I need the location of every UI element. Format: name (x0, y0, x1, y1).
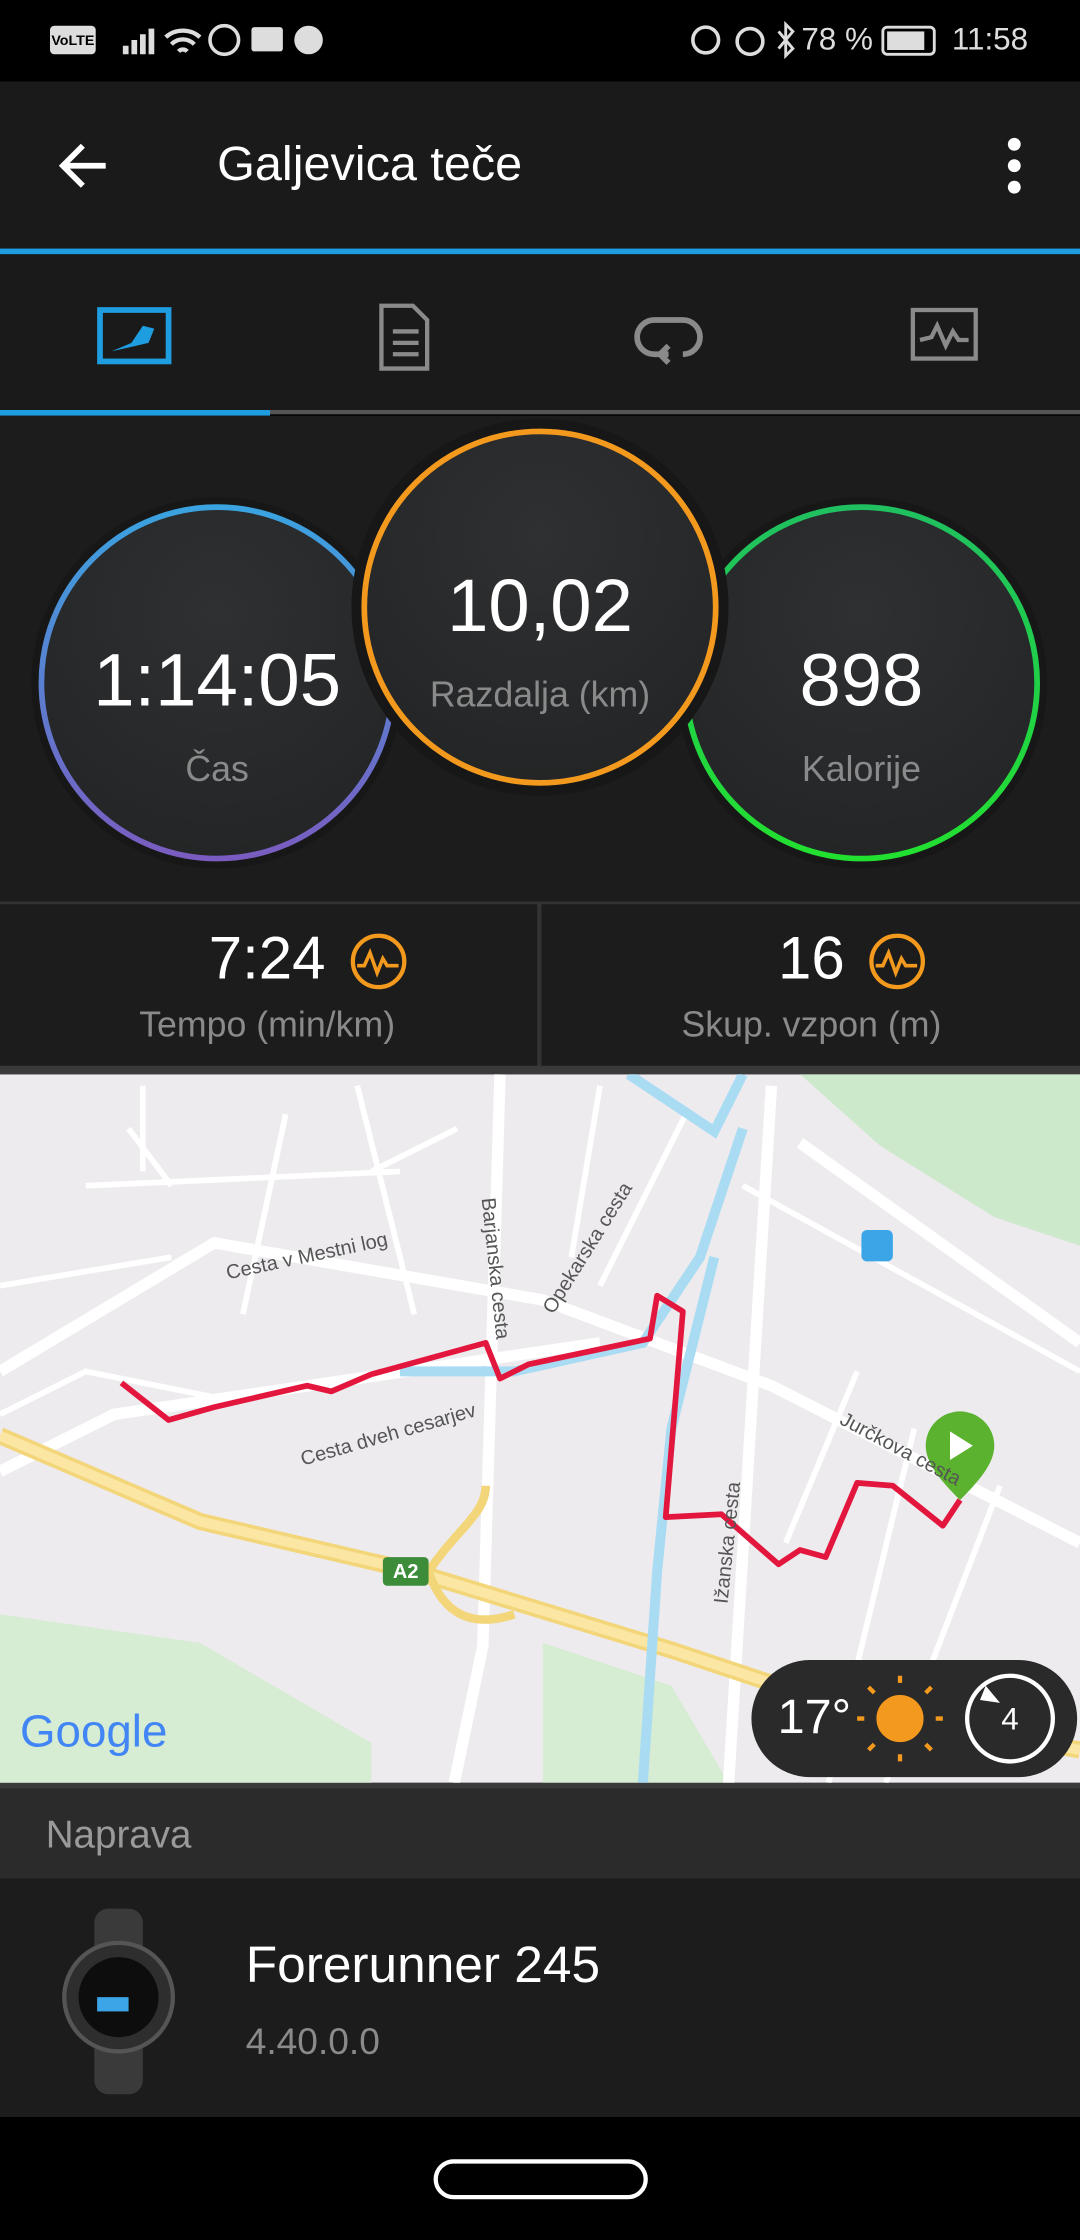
sun-icon (857, 1675, 943, 1762)
battery-level (887, 31, 925, 50)
tab-track (0, 410, 1080, 415)
distance-label: Razdalja (km) (430, 675, 650, 715)
time-value: 1:14:05 (93, 638, 341, 721)
eye-icon (691, 25, 721, 55)
section-header (0, 1788, 1080, 1879)
nav-bar (0, 2117, 1080, 2240)
battery-percent: 78 % (801, 22, 873, 57)
wind-speed: 4 (1001, 1702, 1018, 1737)
tab-laps[interactable] (634, 317, 703, 365)
device-row[interactable] (0, 1878, 1080, 2118)
wind-dial (965, 1673, 1055, 1764)
ascent-label: Skup. vzpon (m) (681, 1005, 941, 1045)
device-name: Forerunner 245 (246, 1935, 600, 1993)
map-attribution: Google (20, 1705, 167, 1756)
time-label: Čas (185, 749, 248, 789)
clock: 11:58 (952, 22, 1028, 57)
divider (537, 902, 542, 1068)
battery-icon (881, 25, 936, 56)
accent-line (0, 248, 1080, 255)
divider (0, 1065, 1080, 1075)
wind-arrow (980, 1685, 1000, 1703)
tab-bar (0, 254, 1080, 412)
ascent-value: 16 (778, 925, 845, 992)
tab-details[interactable] (379, 303, 430, 371)
overflow-menu[interactable] (1007, 137, 1021, 194)
back-button[interactable] (58, 143, 106, 188)
page-title: Galjevica teče (217, 137, 522, 191)
distance-ring (361, 428, 719, 786)
tab-overview[interactable] (97, 307, 172, 365)
network-label: VoLTE (51, 33, 94, 49)
tab-indicator (0, 410, 270, 416)
ascent-chart-icon[interactable] (869, 933, 925, 990)
mail-icon (251, 27, 283, 52)
app-bar (0, 81, 1080, 249)
calories-label: Kalorije (802, 749, 921, 789)
volte-badge (50, 25, 96, 55)
app-icon (208, 23, 241, 57)
signal-icon (122, 28, 155, 55)
divider (0, 1782, 1080, 1789)
highway-shield: A2 (393, 1561, 419, 1583)
pace-chart-icon[interactable] (350, 933, 407, 990)
device-version: 4.40.0.0 (246, 2020, 380, 2062)
pace-label: Tempo (min/km) (139, 1005, 395, 1045)
distance-value: 10,02 (447, 564, 633, 647)
pace-value: 7:24 (209, 925, 326, 992)
section-title: Naprava (46, 1813, 192, 1856)
tab-charts[interactable] (910, 307, 978, 361)
map[interactable]: Cesta v Mestni log Barjanska cesta Opeka… (0, 1074, 1080, 1785)
temperature: 17° (778, 1690, 851, 1744)
alarm-icon (735, 26, 765, 57)
wifi-icon (164, 28, 202, 54)
calories-value: 898 (799, 638, 923, 721)
device-image (62, 1908, 175, 2095)
bluetooth-icon (777, 20, 795, 60)
facebook-icon (294, 25, 323, 55)
home-button[interactable] (433, 2159, 648, 2200)
